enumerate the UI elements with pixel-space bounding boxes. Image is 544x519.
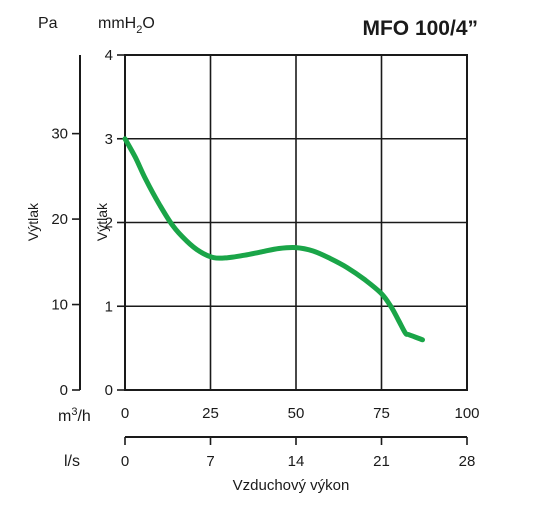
chart-title: MFO 100/4”	[362, 17, 478, 40]
y-unit-pa: Pa	[38, 15, 58, 32]
x-tick-label-m3h: 25	[202, 405, 219, 422]
y-tick-label-mmh2o: 3	[105, 131, 113, 148]
y-axis-label-left: Výtlak	[25, 202, 41, 241]
x-axis-label: Vzduchový výkon	[233, 477, 350, 494]
x-tick-label-ls: 14	[288, 453, 305, 470]
series-line	[122, 136, 425, 343]
y-axis-label-right: Výtlak	[94, 202, 110, 241]
y-tick-label-pa: 20	[51, 211, 68, 228]
x-tick-label-ls: 21	[373, 453, 390, 470]
x-tick-label-ls: 0	[121, 453, 129, 470]
y-tick-label-pa: 10	[51, 297, 68, 314]
x-unit-ls: l/s	[64, 453, 80, 470]
axes: 0 25 50 75 100 0 1 2 3 4 0 10 20 30 0 7 14 21 28	[51, 47, 479, 470]
x-tick-label-m3h: 50	[288, 405, 305, 422]
x-tick-label-m3h: 100	[454, 405, 479, 422]
x-tick-label-ls: 7	[206, 453, 214, 470]
y-unit-mmh2o: mmH2O	[98, 15, 155, 36]
x-tick-label-m3h: 0	[121, 405, 129, 422]
y-tick-label-pa: 30	[51, 126, 68, 143]
y-tick-label-mmh2o: 1	[105, 298, 113, 315]
grid	[124, 54, 468, 391]
x-unit-m3h: m3/h	[58, 406, 91, 425]
y-tick-label-mmh2o: 4	[105, 47, 113, 64]
y-tick-label-pa: 0	[60, 382, 68, 399]
y-tick-label-mmh2o: 2	[105, 215, 113, 232]
x-tick-label-m3h: 75	[373, 405, 390, 422]
y-tick-label-mmh2o: 0	[105, 382, 113, 399]
x-tick-label-ls: 28	[459, 453, 476, 470]
series-layer	[122, 136, 425, 343]
